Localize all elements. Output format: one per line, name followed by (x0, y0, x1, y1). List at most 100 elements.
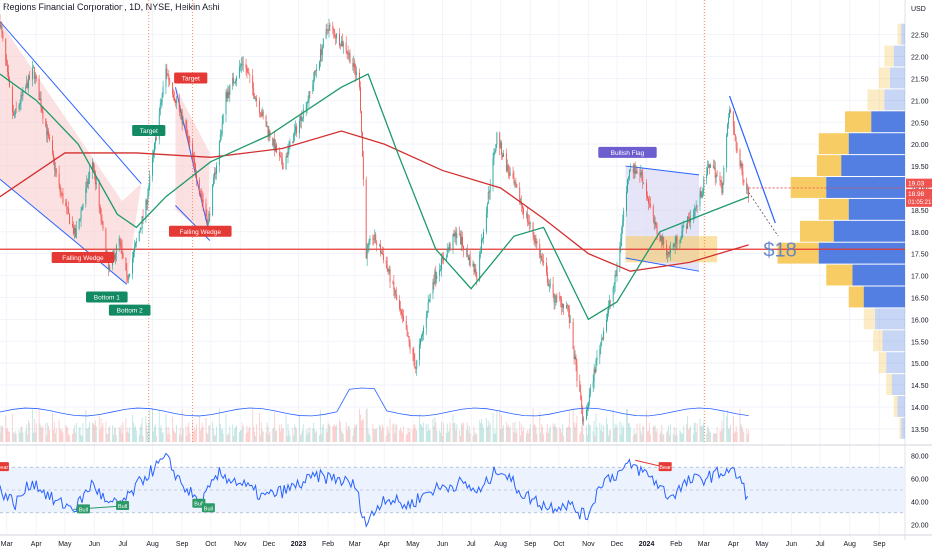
volume-bar (6, 429, 7, 442)
volume-bar (202, 423, 203, 442)
candle-body (239, 67, 240, 78)
volume-bar (360, 415, 361, 442)
candle-body (256, 98, 257, 100)
volume-bar (266, 433, 267, 442)
candle-body (580, 392, 581, 400)
volume-bar (249, 427, 250, 442)
volume-bar (15, 431, 16, 442)
volume-bar (669, 435, 670, 442)
volume-bar (687, 416, 688, 442)
candle-body (67, 207, 68, 208)
rsi-axis-tick: 60.00 (911, 477, 929, 484)
candle-body (359, 73, 360, 88)
candle-body (45, 118, 46, 126)
volume-bar (447, 424, 448, 442)
volume-bar (206, 418, 207, 442)
volume-bar (679, 430, 680, 442)
candle-body (33, 67, 34, 68)
candle-body (206, 216, 207, 224)
rsi-axis-tick: 40.00 (911, 499, 929, 506)
volume-bar (566, 428, 567, 442)
volume-profile-down-bar (875, 308, 905, 329)
volume-bar (642, 426, 643, 442)
candle-body (575, 357, 576, 359)
candle-body (73, 226, 74, 233)
candle-body (135, 243, 136, 247)
candle-body (353, 63, 354, 67)
volume-bar (147, 432, 148, 442)
volume-bar (706, 434, 707, 442)
volume-bar (697, 423, 698, 442)
volume-bar (199, 416, 200, 442)
volume-bar (356, 424, 357, 442)
candle-body (232, 78, 233, 84)
candle-body (119, 238, 120, 245)
candle-body (376, 243, 377, 245)
price-axis-tick: 16.50 (911, 295, 929, 302)
candle-body (563, 304, 564, 308)
candle-body (48, 131, 49, 137)
volume-bar (666, 433, 667, 442)
candle-body (343, 43, 344, 47)
volume-bar (62, 433, 63, 442)
candle-body (541, 256, 542, 260)
volume-bar (462, 425, 463, 442)
candle-body (388, 269, 389, 272)
volume-bar (75, 433, 76, 442)
volume-bar (79, 428, 80, 442)
candle-body (708, 165, 709, 168)
volume-bar (675, 436, 676, 442)
candle-body (167, 75, 168, 76)
volume-bar (32, 409, 33, 442)
candle-body (548, 283, 549, 286)
volume-bar (69, 436, 70, 442)
volume-bar (36, 423, 37, 442)
candle-body (546, 263, 547, 273)
volume-bar (176, 425, 177, 442)
volume-bar (169, 434, 170, 442)
volume-bar (54, 422, 55, 442)
volume-bar (275, 431, 276, 442)
candle-body (156, 137, 157, 139)
volume-bar (662, 435, 663, 442)
volume-bar (420, 424, 421, 442)
volume-bar (8, 431, 9, 442)
rsi-axis-tick: 20.00 (911, 522, 929, 529)
volume-bar (109, 426, 110, 442)
candle-body (637, 171, 638, 173)
candle-body (433, 282, 434, 283)
candle-body (21, 95, 22, 96)
volume-bar (748, 430, 749, 442)
candle-body (83, 204, 84, 208)
candle-body (176, 101, 177, 103)
candle-body (14, 115, 15, 116)
volume-bar (553, 423, 554, 442)
volume-bar (246, 433, 247, 442)
candle-body (426, 317, 427, 327)
candle-body (463, 246, 464, 249)
candle-body (696, 206, 697, 208)
volume-bar (359, 409, 360, 442)
volume-bar (720, 432, 721, 442)
volume-bar (628, 423, 629, 442)
volume-bar (559, 427, 560, 442)
volume-bar (502, 428, 503, 442)
volume-bar (729, 428, 730, 442)
candle-body (336, 34, 337, 39)
volume-bar (586, 426, 587, 442)
volume-bar (746, 428, 747, 442)
candle-body (726, 136, 727, 168)
candle-body (82, 208, 83, 211)
volume-bar (183, 429, 184, 442)
candle-body (132, 258, 133, 274)
volume-bar (735, 431, 736, 442)
candle-body (657, 226, 658, 234)
candle-body (682, 226, 683, 231)
volume-profile-down-bar (884, 89, 905, 110)
volume-profile-up-bar (845, 111, 871, 132)
volume-bar (323, 424, 324, 442)
volume-bar (342, 433, 343, 442)
volume-bar (155, 424, 156, 442)
